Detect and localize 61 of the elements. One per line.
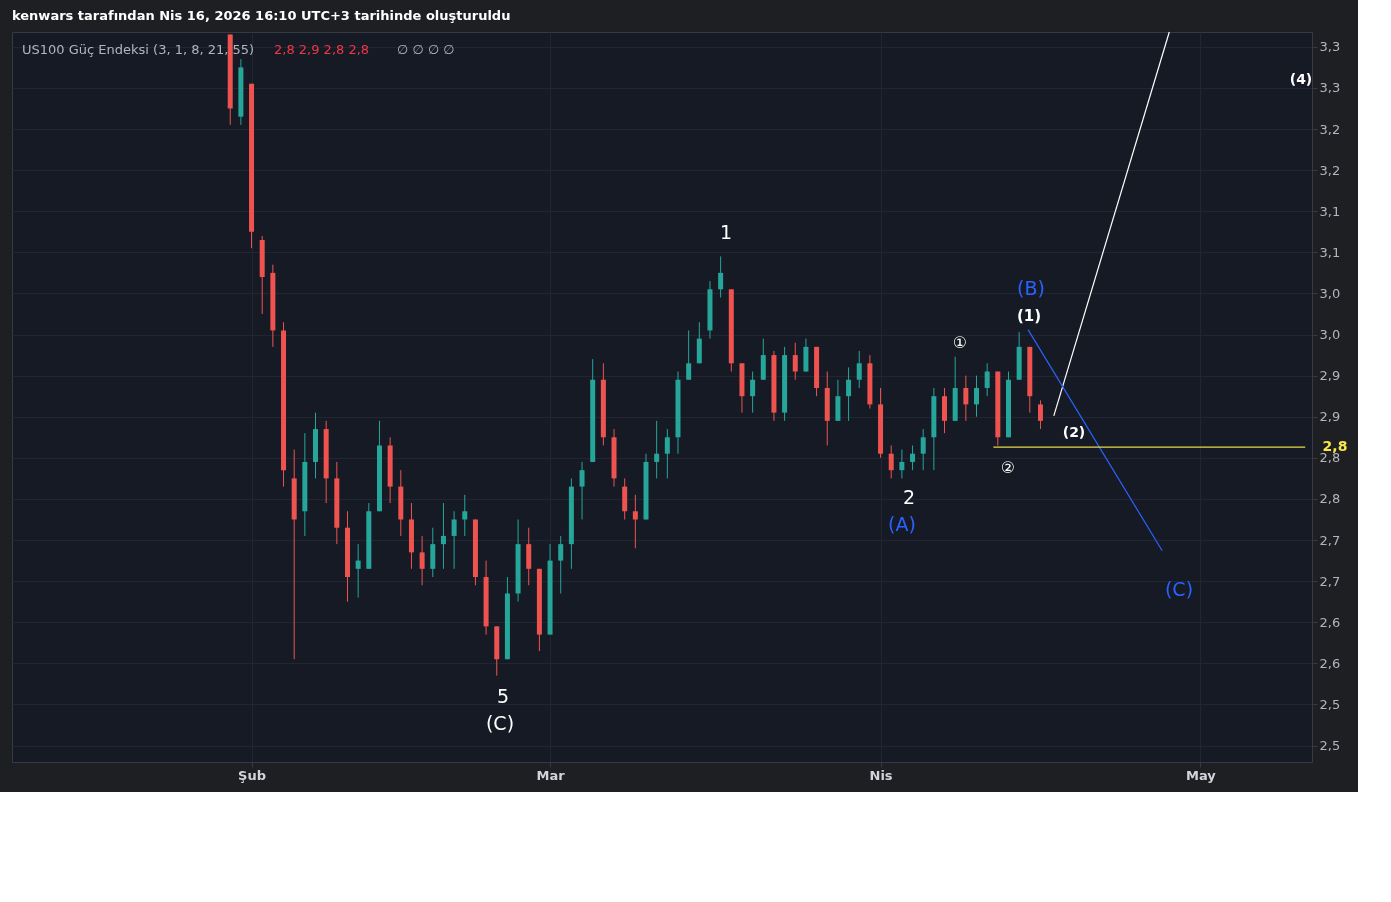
candlestick — [558, 535, 564, 594]
y-tick-label: 2,9 — [1319, 368, 1341, 384]
candlestick — [355, 543, 361, 599]
candlestick — [963, 375, 969, 422]
candlestick — [974, 375, 979, 418]
candlestick — [888, 445, 894, 479]
candlestick — [419, 535, 425, 586]
candlestick — [1037, 399, 1043, 430]
candlestick — [718, 255, 724, 299]
annotation: ∅ ∅ ∅ ∅ — [397, 42, 455, 57]
x-tick-label: Şub — [238, 767, 267, 783]
candlestick — [910, 445, 916, 471]
candlestick — [664, 428, 670, 479]
candlestick — [846, 366, 852, 422]
y-tick-label: 2,6 — [1319, 614, 1341, 630]
candlestick — [462, 494, 468, 537]
y-tick-label: 2,8 — [1319, 491, 1341, 507]
y-tick-label: 3,3 — [1319, 39, 1341, 55]
y-tick-label: 3,1 — [1319, 203, 1341, 219]
x-tick-label: Mar — [536, 767, 566, 783]
y-tick-label: 2,9 — [1319, 409, 1341, 425]
candlestick — [451, 510, 457, 570]
text: US100 Güç Endeksi (3, 1, 8, 21, 55) — [22, 42, 255, 57]
annotation: ② — [1000, 458, 1016, 478]
annotation: (C) — [485, 711, 515, 734]
y-tick-label: 3,2 — [1319, 162, 1341, 178]
y-tick-label: 2,7 — [1319, 573, 1341, 589]
x-tick-label: May — [1185, 767, 1217, 783]
annotation: (A) — [888, 512, 916, 535]
candlestick — [632, 494, 638, 549]
candlestick — [750, 371, 756, 414]
annotation: (B) — [1017, 277, 1045, 300]
chart-title: kenwars tarafından Nis 16, 2026 16:10 UTC+3 tarihinde oluşturuldu — [12, 8, 511, 24]
y-tick-label: 3,2 — [1319, 121, 1341, 137]
y-tick-label: 2,5 — [1319, 738, 1341, 754]
candlestick — [686, 329, 692, 381]
y-tick-label: 3,0 — [1319, 285, 1341, 301]
annotation: ① — [952, 333, 968, 353]
candlestick — [920, 428, 926, 471]
annotation: (2) — [1062, 423, 1086, 440]
annotation: (C) — [1164, 578, 1194, 601]
y-tick-label: 3,0 — [1319, 327, 1341, 343]
y-tick-label: 3,1 — [1319, 244, 1341, 260]
candlestick — [579, 461, 585, 520]
candlestick — [899, 449, 905, 479]
y-tick-label: 3,3 — [1319, 80, 1341, 96]
annotation: (4) — [1289, 71, 1313, 88]
y-tick-label: 2,6 — [1319, 655, 1341, 671]
annotation: (1) — [1016, 307, 1042, 326]
annotation: 2,8 2,9 2,8 2,8 — [274, 42, 370, 57]
y-tick-label: 2,7 — [1319, 532, 1341, 548]
annotation: 2 — [902, 485, 916, 508]
candlestick — [856, 350, 862, 389]
y-tick-label: 2,5 — [1319, 696, 1341, 712]
candlestick — [984, 362, 990, 397]
annotation: 1 — [719, 220, 733, 243]
candlestick — [654, 420, 660, 479]
candlestick — [440, 502, 446, 570]
candlestick — [792, 342, 798, 381]
x-tick-label: Nis — [869, 767, 893, 783]
annotation: 5 — [496, 684, 510, 707]
